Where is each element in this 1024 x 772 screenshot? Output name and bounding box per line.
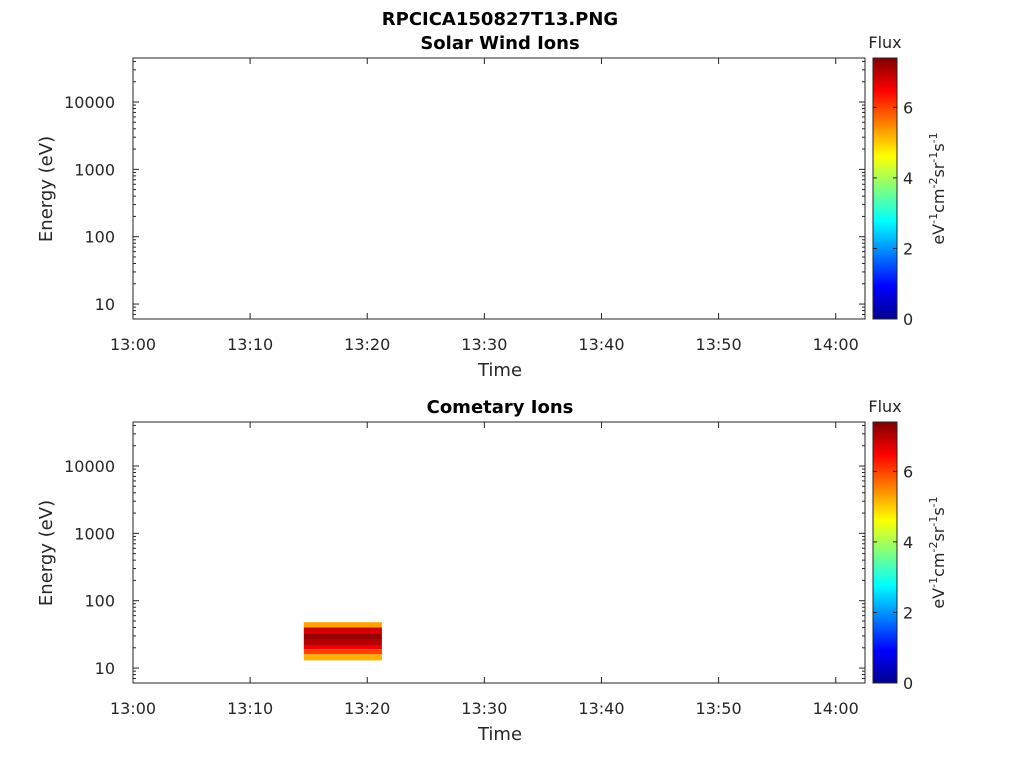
colorbar-tick-label: 6 <box>903 98 913 117</box>
figure-title: RPCICA150827T13.PNG <box>382 9 618 30</box>
colorbar-title: Flux <box>868 397 901 416</box>
colorbar: Flux 0 2 4 6 eV-1cm-2sr-1s-1 <box>868 397 948 693</box>
heatmap-cell <box>303 654 382 661</box>
y-axis: 10 100 1000 10000 <box>64 60 865 320</box>
x-axis-label: Time <box>477 360 522 381</box>
x-tick-label: 13:40 <box>578 335 624 354</box>
colorbar-tick-label: 6 <box>903 462 913 481</box>
x-tick-label: 13:50 <box>696 335 742 354</box>
x-tick-label: 13:10 <box>227 699 273 718</box>
x-axis-label: Time <box>477 724 522 745</box>
y-axis-label: Energy (eV) <box>36 136 57 242</box>
panel-title: Cometary Ions <box>427 397 574 418</box>
colorbar-tick-label: 0 <box>903 310 913 329</box>
x-tick-label: 13:30 <box>461 699 507 718</box>
heatmap-cell <box>303 627 382 634</box>
colorbar: Flux 0 2 4 6 eV-1cm-2sr-1s-1 <box>868 33 948 329</box>
x-tick-label: 13:50 <box>696 699 742 718</box>
x-tick-label: 13:00 <box>110 335 156 354</box>
plot-area <box>132 57 866 320</box>
y-tick-label: 10 <box>95 295 115 314</box>
colorbar-title: Flux <box>868 33 901 52</box>
x-tick-label: 13:20 <box>344 699 390 718</box>
heatmap-cell <box>303 622 382 628</box>
y-tick-label: 100 <box>84 228 115 247</box>
panel-cometary: Cometary Ions 13:00 13:10 13:20 13:30 13:40 1… <box>36 397 948 745</box>
x-tick-label: 13:30 <box>461 335 507 354</box>
colorbar-tick-label: 2 <box>903 603 913 622</box>
panel-solar-wind: Solar Wind Ions 13:00 13:10 13:20 13:30 13:4… <box>36 33 948 381</box>
y-tick-label: 100 <box>84 592 115 611</box>
colorbar-gradient <box>872 57 898 320</box>
x-axis: 13:00 13:10 13:20 13:30 13:40 13:50 14:00 <box>110 58 859 354</box>
heatmap-cell <box>303 639 382 645</box>
colorbar-tick-label: 0 <box>903 674 913 693</box>
x-tick-label: 13:10 <box>227 335 273 354</box>
x-tick-label: 13:40 <box>578 699 624 718</box>
y-tick-label: 10000 <box>64 457 115 476</box>
colorbar-unit-label: eV-1cm-2sr-1s-1 <box>927 132 948 244</box>
heatmap-cell <box>303 649 382 655</box>
panel-title: Solar Wind Ions <box>420 33 579 54</box>
y-tick-label: 10 <box>95 659 115 678</box>
colorbar-tick-label: 4 <box>903 533 913 552</box>
y-axis: 10 100 1000 10000 <box>64 424 865 684</box>
y-axis-label: Energy (eV) <box>36 500 57 606</box>
colorbar-unit-label: eV-1cm-2sr-1s-1 <box>927 496 948 608</box>
x-axis: 13:00 13:10 13:20 13:30 13:40 13:50 14:00 <box>110 422 859 718</box>
x-tick-label: 13:00 <box>110 699 156 718</box>
colorbar-tick-label: 2 <box>903 239 913 258</box>
heatmap-cell <box>303 633 382 639</box>
colorbar-tick-label: 4 <box>903 169 913 188</box>
x-tick-label: 14:00 <box>813 335 859 354</box>
x-tick-label: 13:20 <box>344 335 390 354</box>
x-tick-label: 14:00 <box>813 699 859 718</box>
y-tick-label: 1000 <box>74 160 115 179</box>
data-layer <box>303 622 382 661</box>
plot-area <box>132 421 866 684</box>
colorbar-gradient <box>872 421 898 684</box>
heatmap-cell <box>303 645 382 650</box>
y-tick-label: 10000 <box>64 93 115 112</box>
y-tick-label: 1000 <box>74 524 115 543</box>
